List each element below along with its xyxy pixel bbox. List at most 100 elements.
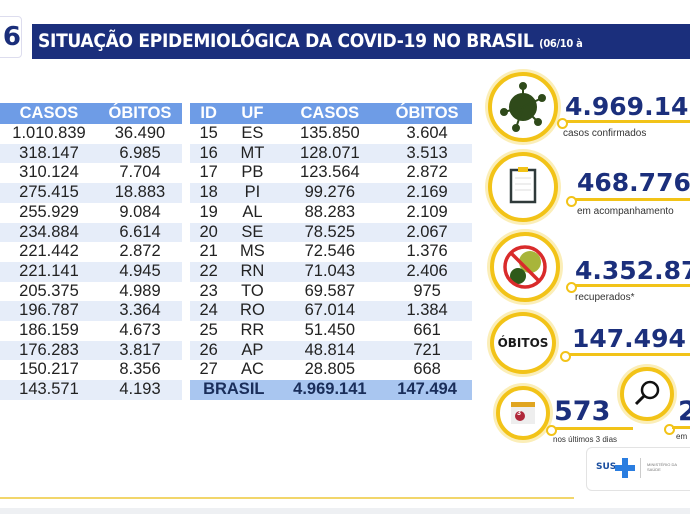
cell: 88.283 (304, 202, 356, 221)
total-row: BRASIL 4.969.141 147.494 (190, 380, 472, 400)
cell: 4.989 (119, 281, 161, 300)
cell: 3.513 (382, 143, 472, 164)
table-row: 26 AP 48.814 721 (190, 340, 472, 361)
table-row: 17 PB 123.564 2.872 (190, 163, 472, 183)
clipboard-icon (509, 167, 537, 204)
cell: RR (240, 321, 265, 340)
table-row: 1.010.839 36.490 (0, 124, 182, 144)
monitoring-label: em acompanhamento (577, 206, 674, 217)
total-casos: 4.969.141 (277, 380, 383, 400)
cell: 26 (190, 340, 228, 361)
cell: 78.525 (277, 222, 383, 243)
table-row: 310.124 7.704 (0, 163, 182, 183)
title-date: (06/10 à (539, 37, 583, 50)
deaths-value: 147.494 (572, 324, 686, 353)
cell: AL (242, 202, 263, 221)
cell: 17 (199, 163, 218, 182)
recovered-label: recuperados* (575, 292, 635, 303)
cell: ES (241, 124, 264, 142)
cell: PI (227, 183, 278, 203)
cell: 176.283 (0, 340, 98, 361)
cell: TO (241, 281, 264, 300)
cell: 2.872 (119, 242, 161, 261)
table-row: 23 TO 69.587 975 (190, 282, 472, 302)
cell: 255.929 (19, 202, 79, 221)
table-row: 150.217 8.356 (0, 360, 182, 380)
cell: 3.817 (97, 340, 182, 361)
table-row: 15 ES 135.850 3.604 (190, 124, 472, 144)
cell: 2.406 (382, 261, 472, 282)
table-row: 27 AC 28.805 668 (190, 360, 472, 380)
virus-icon (500, 82, 546, 132)
cell: 72.546 (304, 242, 356, 261)
recovered-circle (490, 232, 560, 302)
cell: 4.673 (119, 321, 161, 340)
cell: 27 (199, 360, 218, 379)
cell: 21 (199, 242, 218, 261)
cell: 143.571 (0, 380, 98, 400)
col-uf: UF (227, 103, 278, 124)
cell: 2.872 (406, 163, 448, 182)
cell: RN (227, 261, 278, 282)
cell: 661 (413, 321, 441, 340)
title-text: SITUAÇÃO EPIDEMIOLÓGICA DA COVID-19 NO B… (38, 30, 534, 52)
cell: AC (240, 360, 264, 379)
cell: 16 (190, 143, 228, 164)
monitoring-circle (488, 152, 558, 222)
cell: 123.564 (300, 163, 360, 182)
col-casos: CASOS (277, 103, 383, 124)
cell: 48.814 (277, 340, 383, 361)
total-label: BRASIL (190, 380, 278, 400)
last3-value: 573 (554, 396, 611, 427)
cell: 28.805 (304, 360, 356, 379)
no-virus-icon (503, 245, 547, 289)
cell: 275.415 (0, 183, 98, 203)
cell: 36.490 (114, 124, 166, 142)
ministry-text: MINISTÉRIO DA SAÚDE (647, 462, 677, 472)
cell: 25 (199, 321, 218, 340)
col-id: ID (190, 103, 228, 124)
recovered-value: 4.352.87 (575, 256, 690, 285)
cell: 9.084 (119, 202, 161, 221)
table-row: 143.571 4.193 (0, 380, 182, 400)
deaths-label: ÓBITOS (497, 336, 549, 350)
investigation-circle (620, 367, 674, 421)
cell: 2.109 (406, 202, 448, 221)
cell: 19 (199, 202, 218, 221)
cell: 3.364 (97, 301, 182, 322)
cell: 668 (413, 360, 441, 379)
cell: 1.376 (406, 242, 448, 261)
cell: 4.193 (97, 380, 182, 400)
cell: 24 (190, 301, 228, 322)
investigation-label: em (676, 432, 688, 441)
cell: AP (227, 340, 278, 361)
total-obitos: 147.494 (382, 380, 472, 400)
cell: MT (227, 143, 278, 164)
table-row: 196.787 3.364 (0, 301, 182, 322)
cell: 975 (413, 281, 441, 300)
cell: 7.704 (119, 163, 161, 182)
last3-circle: 3 (496, 386, 550, 440)
cell: 71.043 (277, 261, 383, 282)
cell: SE (227, 222, 278, 243)
cell: 205.375 (19, 281, 79, 300)
cell: 23 (199, 281, 218, 300)
slide-number: 6 (0, 16, 22, 58)
table-row: 186.159 4.673 (0, 321, 182, 341)
cell: 2.169 (382, 183, 472, 203)
footer-strip (0, 508, 690, 514)
table-row: 20 SE 78.525 2.067 (190, 222, 472, 243)
cell: 318.147 (0, 143, 98, 164)
table-row: 275.415 18.883 (0, 183, 182, 203)
cell: 69.587 (304, 281, 356, 300)
cell: 6.985 (97, 143, 182, 164)
table-row: 221.141 4.945 (0, 261, 182, 282)
cell: RO (227, 301, 278, 322)
sus-text: SUS (596, 462, 617, 472)
col-obitos: ÓBITOS (97, 103, 182, 124)
cell: 128.071 (277, 143, 383, 164)
cell: 20 (190, 222, 228, 243)
table-row: 255.929 9.084 (0, 203, 182, 223)
cell: 186.159 (19, 321, 79, 340)
cell: 1.384 (382, 301, 472, 322)
